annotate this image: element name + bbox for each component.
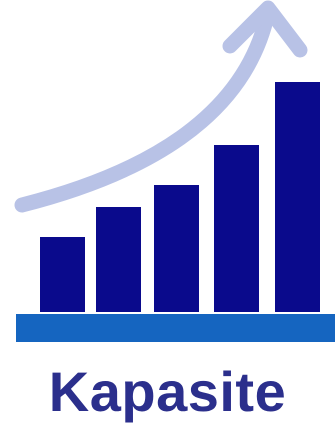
baseline: [16, 314, 335, 342]
rising-arrow-head: [222, 0, 308, 58]
bar-4: [214, 145, 259, 312]
bar-2: [96, 207, 141, 312]
bar-5: [275, 82, 320, 312]
bar-1: [40, 237, 85, 312]
rising-arrow-curve: [14, 4, 276, 213]
caption-text: Kapasite: [48, 360, 287, 423]
bar-3: [154, 185, 199, 312]
growth-bar-chart-icon: [14, 0, 335, 342]
